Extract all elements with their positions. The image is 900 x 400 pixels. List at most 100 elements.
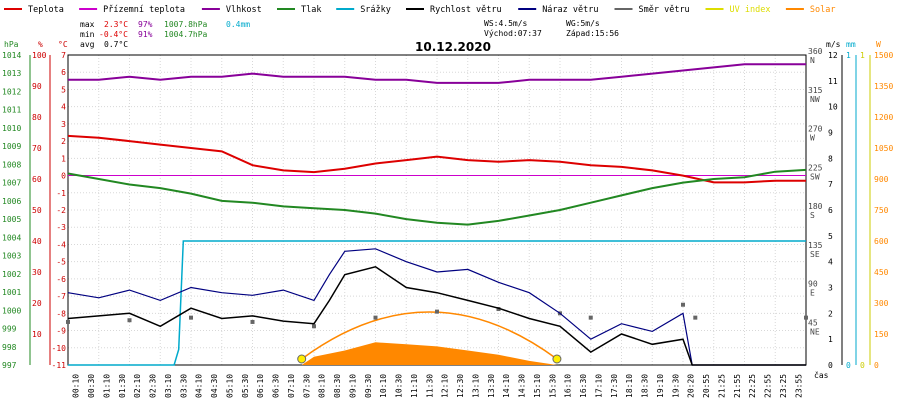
axis-tick-w: 1500 [874,51,893,60]
series-wind-gust [67,248,806,366]
axis-tick-time: 07:30 [302,374,311,398]
legend-label-7: Směr větru [639,5,690,15]
legend-label-8: UV index [730,5,771,15]
axis-tick-ms: 4 [828,258,833,267]
grid [67,54,807,366]
axis-tick-hpa: 1000 [2,306,21,315]
axis-tick-hpa: 1006 [2,197,21,206]
axis-tick-dir-name: SE [810,250,820,259]
axis-tick-pct: 40 [32,237,42,246]
axis-tick-time: 06:30 [272,374,281,398]
axis-tick-dir-deg: 135 [808,241,823,250]
axis-tick-time: 02:30 [149,374,158,398]
axis-tick-time: 19:30 [671,374,680,398]
axis-tick-degc: -4 [56,240,66,249]
axis-tick-mm: 0 [846,361,851,370]
legend-label-4: Srážky [360,5,391,15]
series-temperature [67,134,806,184]
axis-tick-time: 12:30 [456,374,465,398]
axis-tick-ms: 5 [828,232,833,241]
wind-info: WS:4.5m/s WG:5m/s Východ:07:37 Západ:15:… [484,19,619,38]
series-wind-dir-point [804,315,808,320]
axis-tick-hpa: 1014 [2,51,21,60]
axis-tick-time: 15:10 [533,374,542,398]
axis-tick-w: 750 [874,206,889,215]
axis-tick-degc: 6 [61,68,66,77]
sun-arc [301,311,558,360]
series-wind-dir-point [681,302,685,307]
axis-tick-time: 18:30 [641,374,650,398]
axis-tick-degc: -6 [56,275,66,284]
axis-tick-ms: 8 [828,154,833,163]
axis-tick-degc: 3 [61,120,66,129]
axis-tick-w: 1350 [874,82,893,91]
axis-tick-w: 1050 [874,144,893,153]
axis-tick-time: 04:30 [210,374,219,398]
axis-tick-pct: 50 [32,206,42,215]
axis-tick-ms: 10 [828,103,838,112]
series-wind-dir-point [127,318,132,323]
axis-tick-hpa: 999 [2,325,17,334]
axis-tick-ms: 0 [828,361,833,370]
axis-tick-time: 15:30 [548,374,557,398]
axis-tick-hpa: 1013 [2,69,21,78]
axis-tick-w: 450 [874,268,889,277]
series-wind-dir-point [66,319,70,324]
axis-tick-hpa: 1008 [2,160,21,169]
unit-hpa: hPa [4,40,19,49]
axis-tick-time: 07:10 [287,374,296,398]
axis-tick-time: 01:30 [118,374,127,398]
series-wind-dir-point [588,315,593,320]
axis-tick-w: 300 [874,299,889,308]
axis-tick-dir-deg: 315 [808,86,823,95]
axis-tick-degc: -3 [56,223,66,232]
axis-tick-time: 11:30 [425,374,434,398]
axis-tick-degc: 4 [61,103,66,112]
axis-tick-time: 17:10 [594,374,603,398]
axis-tick-time: 20:55 [702,374,711,398]
stats-avg-temp: 0.7°C [104,40,128,49]
series-wind-dir-point [693,315,698,320]
axis-tick-dir-deg: 225 [808,163,823,172]
series-wind-dir-point [435,309,439,314]
unit-time: čas [814,370,829,380]
axis-tick-time: 03:10 [164,374,173,398]
axis-tick-time: 16:10 [564,374,573,398]
axis-tick-time: 05:10 [225,374,234,398]
axis-tick-time: 11:10 [410,374,419,398]
axis-tick-ms: 6 [828,206,833,215]
axis-tick-dir-name: E [810,289,815,298]
stats-min-temp: -0.4°C [99,30,128,39]
axis-tick-time: 04:10 [195,374,204,398]
axis-tick-w: 1200 [874,113,893,122]
stats-max-hum: 97% [138,20,153,29]
sunrise-marker [297,354,307,364]
axis-tick-degc: 7 [61,51,66,60]
axis-tick-degc: 5 [61,85,66,94]
axis-tick-time: 14:10 [502,374,511,398]
unit-ms: m/s [826,40,841,49]
axis-tick-mm: 1 [846,51,851,60]
axis-tick-degc: -5 [56,258,66,267]
axis-tick-hpa: 1010 [2,124,21,133]
axis-tick-dir-name: NE [810,327,820,336]
axis-tick-uv: 1 [860,51,865,60]
axis-tick-degc: 0 [61,172,66,181]
axis-tick-time: 08:30 [333,374,342,398]
stats-avg-label: avg [80,40,95,49]
axis-tick-time: 01:10 [102,374,111,398]
axis-tick-pct: 100 [32,51,47,60]
axis-tick-hpa: 1003 [2,252,21,261]
axis-tick-ms: 11 [828,77,838,86]
axis-tick-degc: -10 [52,344,67,353]
legend: Teplota Přízemní teplota Vlhkost Tlak Srážky… [4,5,835,15]
axis-tick-uv: 0 [860,361,865,370]
axis-tick-time: 05:30 [241,374,250,398]
axis-tick-time: 12:10 [441,374,450,398]
unit-degc: °C [58,40,68,49]
axis-tick-pct: 70 [32,144,42,153]
axis-tick-time: 10:10 [379,374,388,398]
axis-tick-time: 06:10 [256,374,265,398]
axis-tick-dir-deg: 270 [808,125,823,134]
